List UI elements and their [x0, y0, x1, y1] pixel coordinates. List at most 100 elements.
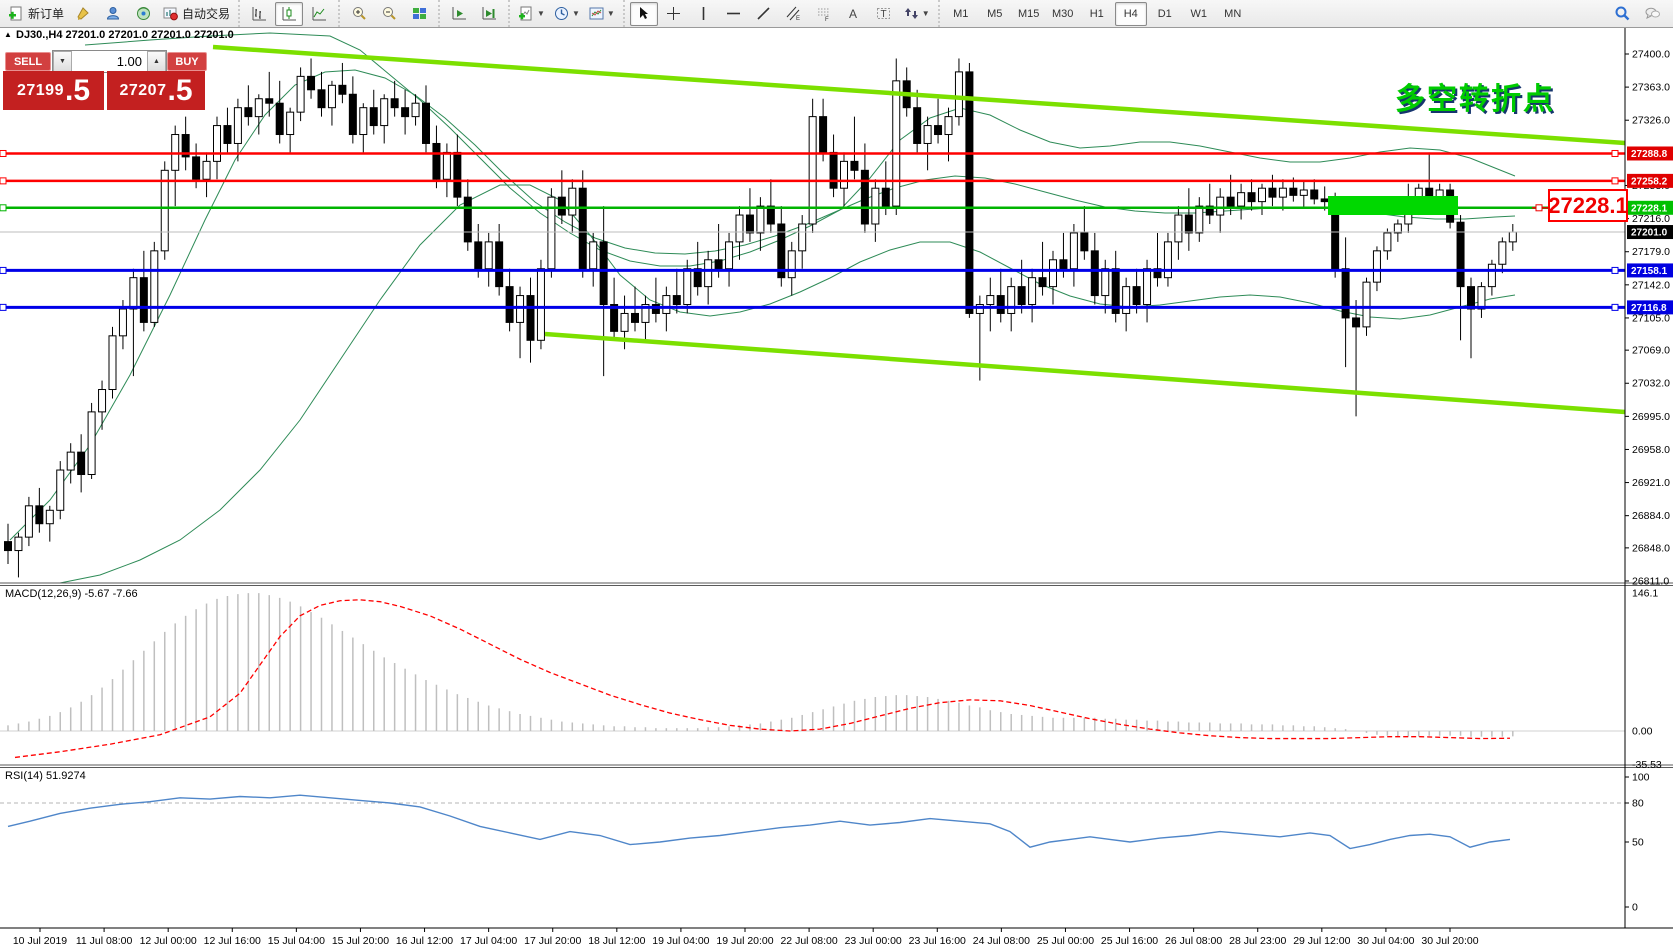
arrows-icon [903, 5, 920, 22]
timeframe-group: M1 M5 M15 M30 H1 H4 D1 W1 MN [937, 0, 1254, 27]
timeframe-m30-button[interactable]: M30 [1052, 7, 1074, 20]
volume-value[interactable]: 1.00 [116, 54, 142, 69]
zoom-out-icon [381, 5, 398, 22]
line-chart-type-button[interactable] [305, 2, 333, 26]
candle-up [254, 98, 263, 118]
chart-canvas[interactable]: 27400.027363.027326.027253.027216.027179… [0, 28, 1673, 950]
candle-down [766, 205, 775, 225]
level-line-handle [1611, 149, 1619, 157]
candle-up [1174, 214, 1183, 243]
buy-price-button[interactable]: 27207 .5 [107, 71, 205, 110]
price-badge [1627, 200, 1673, 215]
candle-up [641, 304, 650, 323]
new-order-button[interactable]: 新订单 [5, 2, 67, 26]
candle-up [892, 80, 901, 207]
candle-down [77, 451, 86, 476]
dropdown-caret: ▼ [537, 9, 545, 18]
signals-button[interactable] [129, 2, 157, 26]
objects-group: E F A T ▼ [622, 0, 938, 27]
text-label-tool-button[interactable]: T [870, 2, 898, 26]
chat-button[interactable] [1638, 2, 1666, 26]
vertical-line-tool-button[interactable] [690, 2, 718, 26]
timeframe-h1-button[interactable]: H1 [1089, 7, 1104, 20]
timeframe-d1-button[interactable]: D1 [1157, 7, 1172, 20]
candle-up [871, 187, 880, 225]
price-badge [1627, 263, 1673, 278]
candle-up [1258, 187, 1266, 203]
volume-increase-button[interactable]: ▲ [147, 51, 166, 72]
candle-up [296, 75, 305, 113]
price-tick-label: 27069.0 [1632, 345, 1670, 357]
time-label: 11 Jul 08:00 [76, 935, 133, 947]
timeframe-m5-button[interactable]: M5 [987, 7, 1003, 20]
candle-down [1467, 286, 1475, 310]
timeframe-w1-button[interactable]: W1 [1190, 7, 1207, 20]
buy-button[interactable]: BUY [167, 52, 207, 71]
candle-up [536, 268, 545, 341]
candle-down [348, 93, 357, 136]
sell-price-button[interactable]: 27199 .5 [3, 71, 104, 110]
level-line-handle [1611, 177, 1619, 185]
search-button[interactable] [1608, 2, 1636, 26]
indicators-button[interactable]: ▼ [515, 2, 548, 26]
timeframe-mn-button[interactable]: MN [1224, 7, 1242, 20]
svg-text:A: A [849, 7, 857, 21]
volume-stepper[interactable]: ▼ 1.00 ▲ [52, 50, 167, 73]
candle-up [233, 107, 242, 144]
bar-chart-type-button[interactable] [245, 2, 273, 26]
zoom-in-button[interactable] [345, 2, 373, 26]
time-label: 12 Jul 16:00 [204, 935, 261, 947]
candlestick-type-button[interactable] [275, 1, 304, 26]
horizontal-line-tool-button[interactable] [720, 2, 748, 26]
channel-tool-button[interactable]: E [780, 2, 808, 26]
volume-decrease-button[interactable]: ▼ [53, 51, 72, 72]
price-tick-label: 26958.0 [1632, 444, 1670, 456]
price-badge [1627, 300, 1673, 315]
timeframe-h4-button[interactable]: H4 [1114, 1, 1147, 26]
fibonacci-icon: F [815, 5, 832, 23]
candle-down [495, 241, 504, 288]
level-line-handle [0, 149, 7, 157]
trendline-tool-button[interactable] [750, 2, 778, 26]
fibonacci-tool-button[interactable]: F [810, 2, 838, 26]
candle-down [401, 107, 410, 118]
crosshair-tool-button[interactable] [660, 2, 688, 26]
candle-up [1477, 286, 1486, 310]
chart-shift-button[interactable] [475, 2, 503, 26]
tile-windows-button[interactable] [405, 2, 433, 26]
cursor-tool-button[interactable] [629, 1, 658, 26]
candle-up [286, 111, 295, 136]
metaeditor-button[interactable] [69, 2, 97, 26]
candle-down [819, 116, 828, 153]
arrows-tool-button[interactable]: ▼ [900, 2, 933, 26]
zoom-in-icon [351, 5, 368, 22]
time-label: 19 Jul 04:00 [652, 935, 709, 947]
templates-button[interactable]: ▼ [585, 2, 618, 26]
channel-lower-trendline [544, 331, 1626, 415]
candle-up [1487, 263, 1496, 288]
sell-button[interactable]: SELL [5, 52, 51, 71]
auto-scroll-button[interactable] [445, 2, 473, 26]
price-badge-label: 27228.1 [1631, 203, 1668, 214]
timeframe-m1-button[interactable]: M1 [953, 7, 969, 20]
time-label: 24 Jul 08:00 [973, 935, 1030, 947]
periods-button[interactable]: ▼ [550, 2, 583, 26]
candle-up [589, 241, 598, 270]
candle-down [369, 107, 378, 127]
text-tool-button[interactable]: A [840, 2, 868, 26]
market-watch-button[interactable] [99, 2, 127, 26]
chat-icon [1644, 5, 1661, 22]
candle-down [996, 295, 1005, 314]
price-tick-label: 27400.0 [1632, 49, 1670, 61]
autotrading-button[interactable]: 自动交易 [159, 2, 233, 26]
timeframe-m15-button[interactable]: M15 [1018, 7, 1040, 20]
candle-down [693, 268, 702, 288]
candle-down [599, 241, 608, 306]
chart-area[interactable]: 27400.027363.027326.027253.027216.027179… [0, 28, 1673, 950]
candle-down [317, 89, 326, 109]
price-tick-label: 27216.0 [1632, 213, 1670, 225]
candle-up [1216, 196, 1225, 216]
price-callout-box[interactable]: 27228.1 [1548, 189, 1628, 222]
collapse-triangle-icon[interactable]: ▲ [4, 30, 12, 39]
zoom-out-button[interactable] [375, 2, 403, 26]
